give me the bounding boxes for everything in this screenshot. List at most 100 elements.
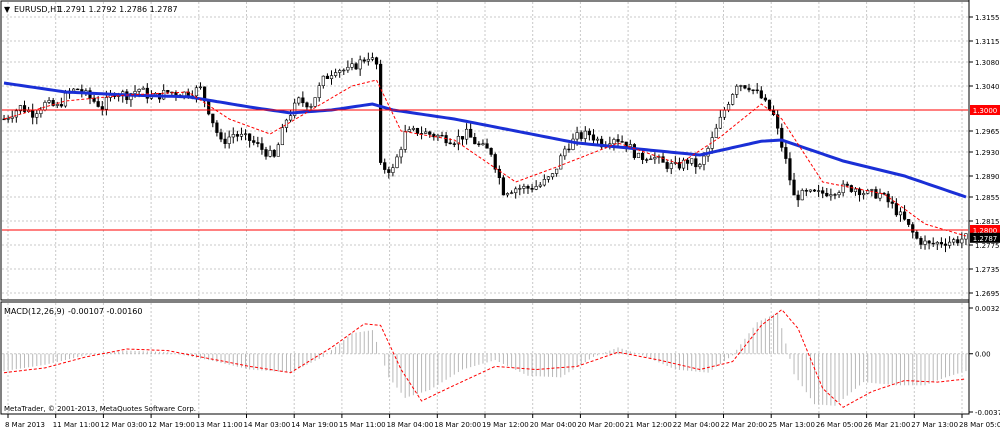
candle-body <box>796 194 800 201</box>
candle-body <box>812 189 817 192</box>
candle-body <box>890 201 894 204</box>
candle-body <box>947 241 952 246</box>
time-axis-label: 25 Mar 13:00 <box>768 421 815 429</box>
candle-body <box>731 94 735 105</box>
candle-body <box>915 231 919 239</box>
chart-arrow-icon[interactable]: ▼ <box>4 5 11 14</box>
candle-body <box>907 219 911 225</box>
candle-body <box>63 93 68 107</box>
candle-body <box>767 99 772 111</box>
time-axis-label: 28 Mar 05:00 <box>959 421 1000 429</box>
candle-body <box>76 88 80 91</box>
ma-slow-line <box>3 81 967 199</box>
candle-body <box>399 149 403 158</box>
candle-body <box>35 113 39 118</box>
candle-body <box>264 149 268 157</box>
candle-body <box>686 159 690 164</box>
candle-body <box>538 184 542 187</box>
candle-body <box>497 168 501 178</box>
price-axis-label: 1.2695 <box>975 290 1000 298</box>
candle-body <box>276 144 280 157</box>
candle-body <box>248 133 252 141</box>
candle-body <box>321 75 325 86</box>
candle-body <box>776 114 780 129</box>
ma-fast-line <box>3 79 967 237</box>
candle-body <box>694 158 698 168</box>
candle-body <box>902 211 907 220</box>
candle-body <box>583 130 587 139</box>
candle-body <box>297 97 301 104</box>
candle-body <box>522 186 526 189</box>
candle-body <box>448 142 452 145</box>
price-axis-label: 1.3080 <box>975 59 1000 67</box>
candle-body <box>735 85 739 95</box>
moving-averages <box>3 79 967 237</box>
candle-body <box>72 88 76 92</box>
candle-body <box>387 169 391 173</box>
candle-body <box>469 128 473 138</box>
candle-body <box>252 140 256 143</box>
candle-body <box>943 243 948 246</box>
ohlc-values: 1.2791 1.2792 1.2786 1.2787 <box>58 5 178 14</box>
candle-body <box>923 240 927 245</box>
candle-body <box>346 66 350 71</box>
time-axis-label: 15 Mar 11:00 <box>339 421 386 429</box>
candle-body <box>432 134 436 138</box>
level-badge <box>970 105 1000 115</box>
time-axis-label: 8 Mar 2013 <box>5 421 45 429</box>
candle-body <box>526 186 530 189</box>
candle-body <box>874 189 878 199</box>
candle-body <box>227 136 231 144</box>
candle-body <box>620 141 624 143</box>
candle-body <box>18 105 23 112</box>
candle-body <box>927 240 931 244</box>
price-axis-label: 1.2965 <box>975 128 1000 136</box>
candle-body <box>800 190 804 201</box>
candle-body <box>898 211 903 216</box>
candle-body <box>215 122 219 133</box>
candle-body <box>403 131 407 150</box>
candle-body <box>137 88 141 92</box>
candle-body <box>825 192 829 197</box>
candle-body <box>964 233 968 240</box>
current-price-badge <box>970 232 1000 243</box>
candle-body <box>440 135 444 137</box>
candle-body <box>354 63 358 70</box>
candle-body <box>301 97 305 104</box>
macd-pane-frame <box>0 301 970 415</box>
price-axis-label: 1.2930 <box>975 149 1000 157</box>
candle-body <box>481 143 485 146</box>
level-badge-label: 1.2800 <box>973 227 998 235</box>
symbol-title: EURUSD,H1 <box>14 5 61 14</box>
candle-body <box>333 72 338 76</box>
candle-body <box>931 242 935 245</box>
macd-signal-line <box>3 308 967 408</box>
candle-body <box>260 143 264 150</box>
candle-body <box>587 130 591 136</box>
current-price-label: 1.2787 <box>973 235 998 243</box>
candle-body <box>235 134 239 137</box>
candle-body <box>935 242 939 245</box>
candle-body <box>501 177 506 196</box>
candle-body <box>14 110 18 118</box>
candle-body <box>645 159 649 161</box>
candle-body <box>862 193 866 196</box>
time-axis-label: 26 Mar 05:00 <box>816 421 863 429</box>
price-axis-label: 1.2735 <box>975 266 1000 274</box>
level-badge-label: 1.3000 <box>973 107 998 115</box>
candle-body <box>505 193 510 196</box>
time-axis-label: 22 Mar 20:00 <box>721 421 768 429</box>
time-axis: 8 Mar 2013 11 Mar 11:00 12 Mar 03:00 12 Mar… <box>5 414 1000 429</box>
candle-body <box>477 143 481 146</box>
candle-body <box>309 106 313 108</box>
candle-body <box>329 75 334 79</box>
candle-body <box>816 190 821 192</box>
candle-body <box>640 152 645 160</box>
macd-values: -0.00107 -0.00160 <box>68 307 142 316</box>
candle-body <box>567 148 571 151</box>
candle-body <box>788 158 792 181</box>
price-axis: 1.3155 1.3115 1.3080 1.3040 1.2965 1.2930 1.28… <box>969 14 1000 417</box>
